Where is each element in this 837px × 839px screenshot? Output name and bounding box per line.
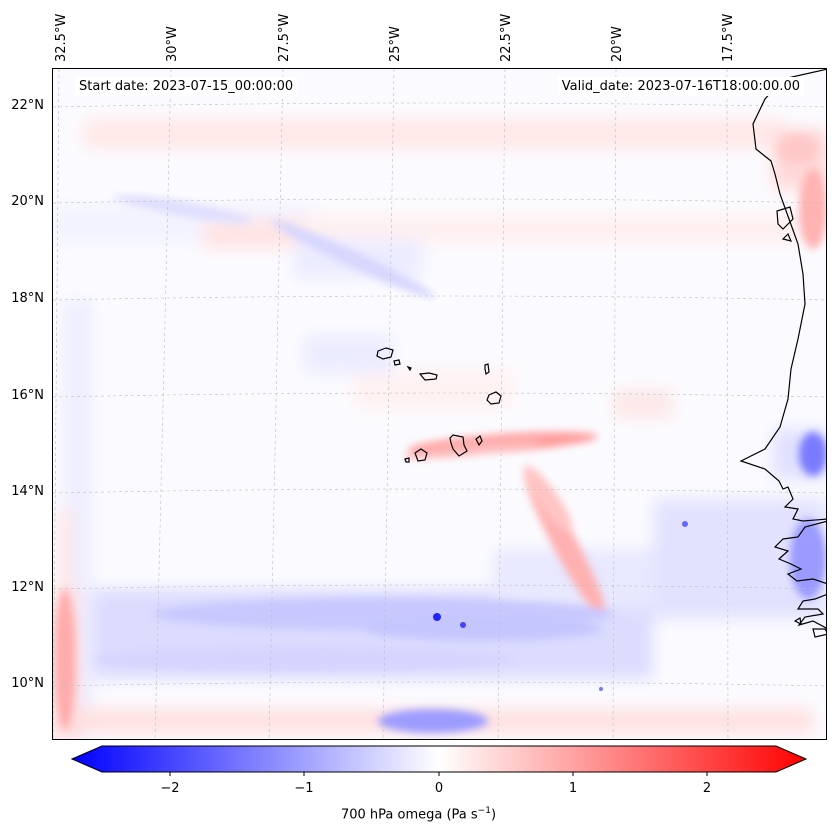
- island-brava: [404, 457, 410, 463]
- meridian-line: [382, 69, 395, 739]
- colorbar-tick-label-0: 0: [434, 781, 444, 796]
- meridian-line: [268, 69, 284, 739]
- island-sao-vicente: [393, 359, 401, 366]
- lat-label-10n: 10°N: [11, 676, 44, 691]
- lat-label-20n: 20°N: [11, 194, 44, 209]
- cape-verde-islands: [376, 347, 502, 463]
- map-plot-area: Start date: 2023-07-15_00:00:00 Valid_da…: [52, 68, 827, 740]
- lon-label-20w: 20°W: [610, 26, 625, 62]
- lat-label-22n: 22°N: [11, 98, 44, 113]
- coastline-bijagos: [793, 617, 826, 638]
- parallel-line: [53, 102, 826, 108]
- meridian-line: [53, 69, 60, 739]
- colorbar-title-close: ): [490, 807, 497, 823]
- lon-label-25w: 25°W: [388, 26, 403, 62]
- coastline-detail: [776, 206, 794, 242]
- omega-spot: [682, 521, 688, 527]
- coastline-guinea-bissau: [796, 594, 826, 629]
- coastline-senegal: [739, 69, 826, 522]
- parallel-line: [53, 488, 826, 494]
- island-santiago: [449, 434, 468, 457]
- colorbar-tick-label-neg2: −2: [160, 781, 180, 796]
- lon-label-17-5w: 17.5°W: [721, 13, 736, 62]
- start-date-label: Start date: 2023-07-15_00:00:00: [75, 77, 298, 96]
- meridian-line: [154, 69, 172, 739]
- lat-label-18n: 18°N: [11, 291, 44, 306]
- meridian-line: [497, 69, 506, 739]
- colorbar-tick-label-2: 2: [702, 781, 712, 796]
- coastline-gambia: [773, 520, 826, 584]
- colorbar-title-exponent: −1: [477, 806, 491, 816]
- parallel-line: [53, 584, 826, 590]
- omega-spot: [599, 687, 603, 691]
- colorbar-gradient: [70, 745, 808, 773]
- omega-min-spot: [433, 613, 441, 621]
- omega-features: [55, 134, 826, 733]
- colorbar-tick-label-neg1: −1: [294, 781, 314, 796]
- lon-label-30w: 30°W: [165, 26, 180, 62]
- valid-date-label: Valid_date: 2023-07-16T18:00:00.00: [557, 77, 804, 96]
- island-sal: [484, 363, 490, 375]
- colorbar-tick-label-1: 1: [568, 781, 578, 796]
- colorbar-title: 700 hPa omega (Pa s−1): [0, 806, 837, 822]
- lat-label-12n: 12°N: [11, 580, 44, 595]
- island-boa-vista: [486, 391, 502, 405]
- island-maio: [475, 435, 483, 447]
- lat-label-16n: 16°N: [11, 388, 44, 403]
- lat-label-14n: 14°N: [11, 484, 44, 499]
- meridian-line: [726, 69, 729, 739]
- lon-label-27-5w: 27.5°W: [277, 13, 292, 62]
- omega-field: [53, 69, 826, 739]
- island-santa-luzia: [406, 365, 412, 372]
- parallel-line: [53, 681, 826, 687]
- gridlines: [53, 69, 826, 739]
- lon-label-22-5w: 22.5°W: [499, 13, 514, 62]
- colorbar-title-main: 700 hPa omega (Pa s: [340, 807, 478, 823]
- island-sao-nicolau: [418, 372, 438, 381]
- parallel-line: [53, 295, 826, 301]
- island-santo-antao: [376, 347, 394, 360]
- parallel-line: [53, 198, 826, 204]
- colorbar: [70, 745, 808, 776]
- meridian-line: [612, 69, 617, 739]
- omega-spot: [460, 622, 466, 628]
- lon-label-32-5w: 32.5°W: [54, 13, 69, 62]
- island-fogo: [414, 448, 428, 462]
- parallel-line: [53, 392, 826, 398]
